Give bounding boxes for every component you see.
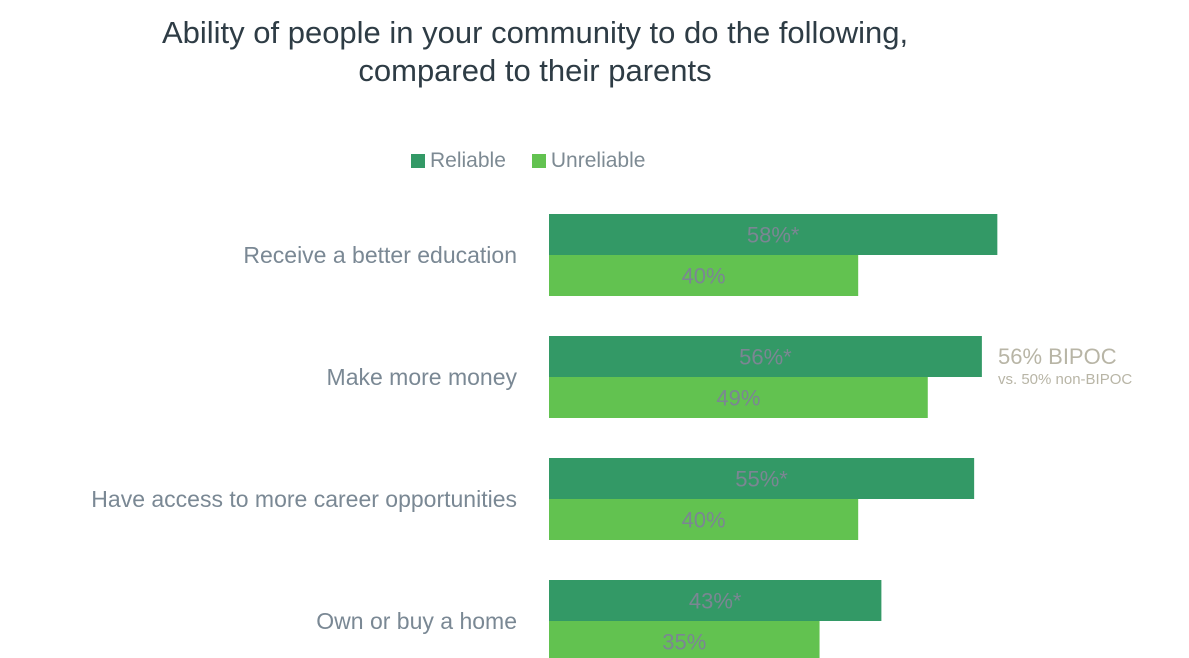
category-label-own-or-buy-a-home: Own or buy a home	[316, 608, 517, 634]
bar-reliable-make-more-money	[549, 336, 982, 377]
data-label-unreliable-make-more-money: 49%	[716, 386, 760, 411]
legend-swatch-unreliable	[531, 154, 546, 168]
callout-sub-text: vs. 50% non-BIPOC	[998, 371, 1133, 388]
legend: Reliable Unreliable	[411, 148, 671, 174]
category-label-have-access-to-more-career-opportunities: Have access to more career opportunities	[91, 486, 517, 512]
legend-swatch-reliable	[411, 154, 425, 168]
bipoc-callout: 56% BIPOC vs. 50% non-BIPOC	[998, 344, 1132, 390]
data-label-reliable-receive-a-better-education: 58%*	[747, 223, 800, 248]
chart-title: Ability of people in your community to d…	[161, 15, 909, 88]
data-label-unreliable-own-or-buy-a-home: 35%	[662, 630, 706, 655]
data-label-unreliable-have-access-to-more-career-opportunities: 40%	[682, 508, 726, 533]
data-label-reliable-have-access-to-more-career-opportunities: 55%*	[735, 467, 788, 492]
legend-item-unreliable: Unreliable	[531, 149, 646, 173]
bar-reliable-have-access-to-more-career-opportunities	[549, 458, 975, 499]
category-label-receive-a-better-education: Receive a better education	[243, 242, 517, 268]
data-label-unreliable-receive-a-better-education: 40%	[682, 264, 726, 289]
bar-unreliable-make-more-money	[549, 377, 928, 418]
bar-reliable-receive-a-better-education	[549, 214, 998, 255]
callout-main-text: 56% BIPOC	[998, 344, 1117, 369]
bar-unreliable-own-or-buy-a-home	[549, 621, 820, 658]
data-label-reliable-own-or-buy-a-home: 43%*	[689, 589, 742, 614]
bar-unreliable-have-access-to-more-career-opportunities	[549, 499, 859, 540]
legend-item-reliable: Reliable	[411, 149, 506, 173]
category-label-make-more-money: Make more money	[327, 364, 518, 390]
data-label-reliable-make-more-money: 56%*	[739, 345, 792, 370]
legend-label-unreliable: Unreliable	[550, 149, 646, 172]
bar-reliable-own-or-buy-a-home	[549, 580, 882, 621]
bar-unreliable-receive-a-better-education	[549, 255, 859, 296]
legend-label-reliable: Reliable	[430, 149, 506, 172]
